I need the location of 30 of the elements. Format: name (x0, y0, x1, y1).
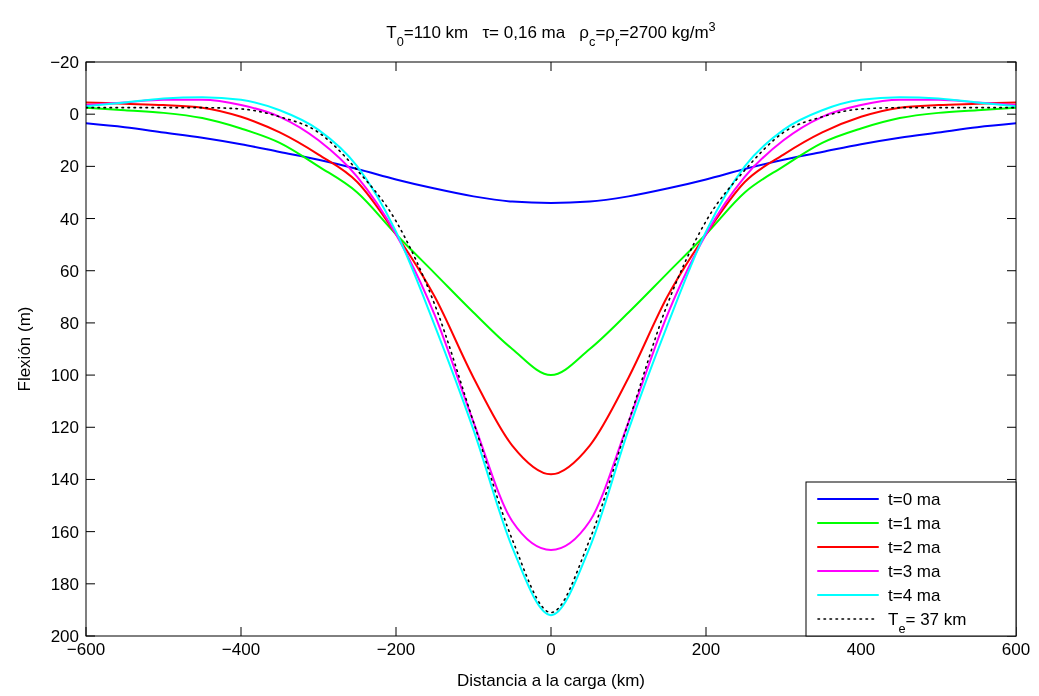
y-tick-label: 200 (50, 627, 79, 646)
y-tick-label: 140 (50, 470, 79, 490)
y-tick-label: 80 (60, 313, 79, 333)
x-tick-label: 400 (846, 640, 876, 659)
y-tick-label: 100 (50, 366, 79, 386)
legend-label: T$_{e}$= 37 km (888, 610, 967, 636)
x-tick-label: 0 (546, 640, 556, 659)
line-series (86, 101, 1016, 476)
legend-label: t=2 ma (888, 538, 941, 557)
x-tick-label: −400 (221, 640, 261, 659)
x-tick-label: 600 (1001, 640, 1031, 659)
y-tick-label: 0 (69, 105, 79, 125)
y-tick-label: 120 (50, 418, 79, 438)
x-tick-label: 200 (691, 640, 721, 659)
x-tick-label: −200 (376, 640, 416, 659)
legend-label: t=1 ma (888, 514, 941, 533)
y-tick-label: −20 (50, 53, 79, 72)
line-series (86, 122, 1016, 204)
y-tick-label: 40 (60, 209, 79, 229)
x-axis-title: Distancia a la carga (km) (456, 671, 646, 690)
legend-label: t=4 ma (888, 586, 941, 605)
legend-label: t=3 ma (888, 562, 941, 581)
y-tick-label: 20 (60, 157, 79, 177)
y-tick-label: 180 (50, 574, 79, 594)
chart-title: T$_{0}$=110 km τ= 0,16 ma ρ$_{c}$=ρ$_{r}$=2700 kg/m$^{3}$ (386, 18, 716, 49)
legend-label: t=0 ma (888, 490, 941, 509)
y-axis-title: Flexión (m) (15, 306, 34, 392)
y-tick-label: 160 (50, 522, 79, 542)
y-tick-label: 60 (60, 261, 79, 281)
line-series (86, 106, 1016, 377)
